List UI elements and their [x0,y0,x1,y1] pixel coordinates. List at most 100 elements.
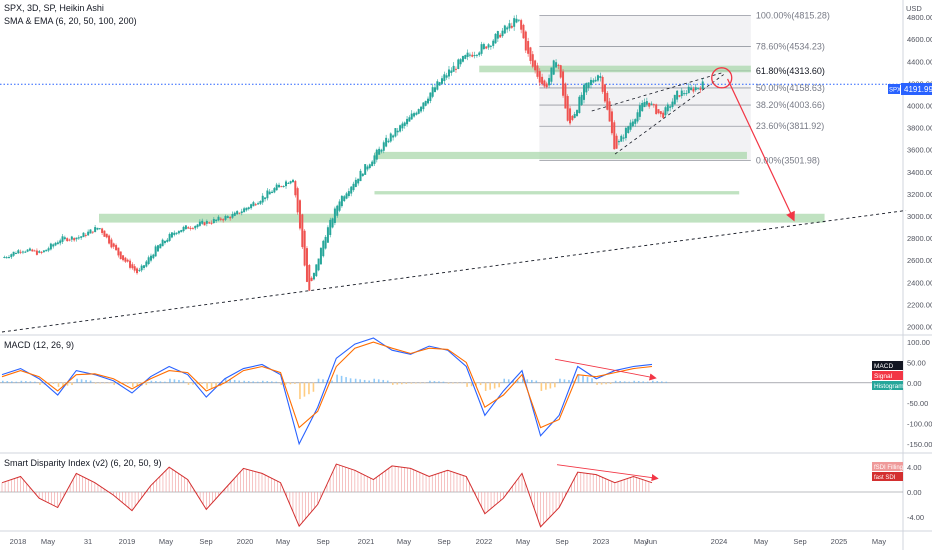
candle-body [615,135,618,149]
macd-histogram-bar [11,381,13,383]
candle-body [387,140,390,143]
macd-histogram-bar [438,381,440,383]
macd-histogram-bar [507,379,510,383]
candle-body [278,184,281,188]
macd-histogram-bar [628,381,630,383]
time-tick-label: Sep [437,537,450,546]
macd-histogram-bar [196,382,199,385]
macd-histogram-bar [461,382,463,384]
macd-line [1,337,653,446]
candle-body [24,251,27,253]
macd-histogram-bar [145,382,148,386]
macd-histogram-bar [415,382,417,384]
macd-histogram-bar [201,382,203,384]
macd-histogram-bar [169,378,171,383]
time-tick-label: 2019 [119,537,136,546]
candle-body [56,242,59,245]
macd-histogram-bar [52,382,55,384]
candle-body [350,186,353,194]
macd-histogram-bar [85,379,87,383]
time-tick-label: 2023 [593,537,610,546]
macd-histogram-bar [637,381,640,383]
candle-body [413,113,416,117]
candle-body [366,166,369,170]
candle-body [680,90,683,97]
candle-body [310,277,313,281]
macd-histogram-bar [489,382,491,390]
macd-histogram-bar [382,379,385,383]
candle-body [201,220,204,224]
macd-histogram-bar [275,381,278,383]
macd-histogram-bar [294,382,296,384]
macd-histogram-bar [317,378,320,383]
macd-histogram-bar [336,374,338,383]
time-tick-label: May [634,537,648,546]
candle-body [359,170,362,182]
candle-body [422,102,425,110]
macd-histogram-bar [71,382,73,386]
candle-body [550,67,553,82]
macd-histogram-bar [262,380,264,383]
macd-histogram-bar [159,381,162,383]
time-tick-label: May [516,537,530,546]
support-zones[interactable] [99,65,825,223]
candle-body [478,52,481,56]
candle-body [91,231,94,233]
macd-histogram-bar [164,381,166,383]
candle-body [131,264,134,269]
time-tick-label: May [397,537,411,546]
fibonacci-retracement[interactable]: 100.00%(4815.28) 78.60%(4534.23) 61.80%(43… [539,10,830,165]
candle-body [450,70,453,73]
sdi-pane[interactable]: Smart Disparity Index (v2) (6, 20, 50, 9… [0,458,924,528]
candle-body [471,54,474,57]
candle-body [401,123,404,129]
candle-body [217,216,220,221]
candle-body [322,240,325,257]
candle-body [208,222,211,224]
macd-histogram-bar [48,382,50,385]
candle-body [75,237,78,240]
annotations[interactable] [711,67,795,222]
candle-body [494,33,497,44]
candle-body [54,242,57,246]
candle-body [573,113,576,118]
candle-body [636,112,639,122]
candle-body [548,78,551,86]
support-zone [374,151,747,160]
time-tick-label: May [41,537,55,546]
time-tick-label: Jun [645,537,657,546]
candle-body [203,222,206,226]
price-tick-label: 4400.00 [907,57,932,66]
candle-body [303,230,306,266]
candle-body [7,256,10,258]
candle-body [431,87,434,97]
macd-tick-label: -150.00 [907,440,932,449]
candle-body [436,81,439,90]
candle-body [238,212,241,214]
price-tick-label: 2000.00 [907,322,932,331]
macd-histogram-bar [642,381,645,383]
time-tick-label: May [159,537,173,546]
candle-body [692,88,695,92]
candle-body [166,239,169,242]
candle-body [52,244,55,247]
candle-body [315,264,318,277]
macd-histogram-bar [475,382,477,386]
candle-body [210,222,213,224]
trendline[interactable] [0,71,907,333]
macd-histogram-bar [498,382,500,388]
macd-histogram-bar [563,379,566,383]
macd-legend-tag-bg [872,361,903,370]
time-tick-label: 2018 [10,537,27,546]
macd-histogram-bar [57,382,60,387]
candle-body [347,191,350,197]
macd-histogram-bar [182,380,185,383]
candle-body [215,219,218,222]
macd-histogram-bar [76,378,78,383]
candle-body [557,64,560,66]
candle-body [645,101,648,105]
candle-body [520,20,523,30]
macd-pane[interactable]: MACD (12, 26, 9) 100.00 50.00 0.00 -50.00 -10… [0,337,932,449]
macd-histogram-bar [340,375,343,383]
